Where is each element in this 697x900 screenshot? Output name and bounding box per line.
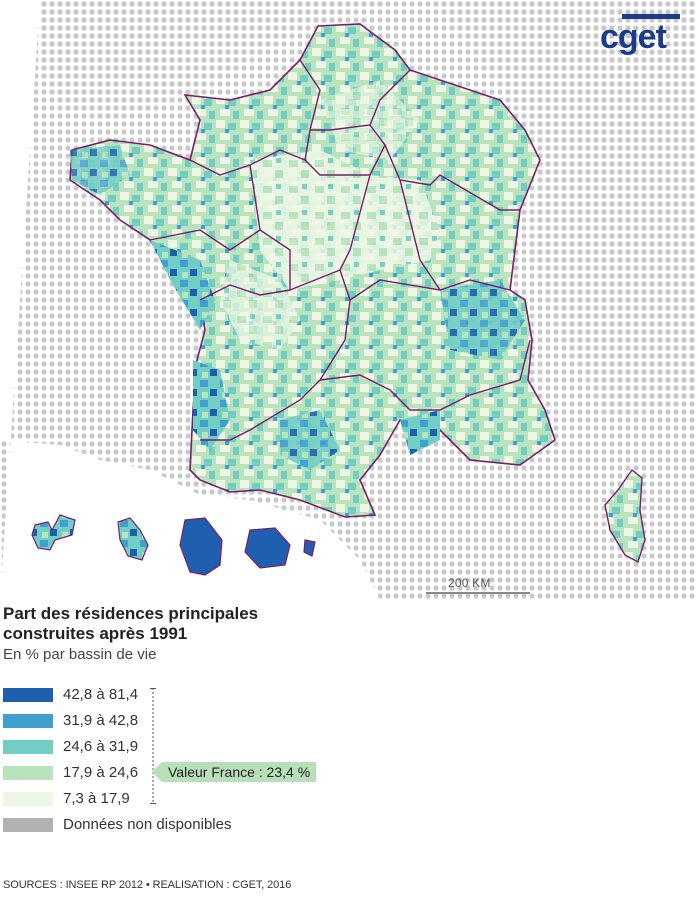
france-value-label: Valeur France : 23,4 %: [162, 762, 317, 782]
overseas-territories: [31, 514, 316, 576]
legend-label: 24,6 à 31,9: [63, 738, 139, 755]
legend-subtitle: En % par bassin de vie: [3, 646, 157, 663]
cget-logo: cget: [600, 14, 684, 56]
scale-label: 200 KM: [448, 576, 491, 590]
choropleth-map: cget 200 KM: [0, 0, 697, 600]
legend-swatch: [3, 792, 53, 806]
legend-label: 42,8 à 81,4: [63, 686, 139, 703]
legend-label: Données non disponibles: [63, 816, 232, 833]
guadeloupe: [31, 514, 76, 551]
corsica: [604, 468, 646, 564]
legend-swatch: [3, 818, 53, 832]
callout-arrow: [152, 762, 162, 782]
mainland-france: [69, 23, 556, 518]
legend-swatch: [3, 714, 53, 728]
legend-swatch: [3, 688, 53, 702]
legend-title: Part des résidences principales construi…: [3, 604, 363, 644]
legend-swatch: [3, 740, 53, 754]
map-canvas: [0, 0, 697, 600]
guyane: [179, 517, 223, 576]
legend-label: 17,9 à 24,6: [63, 764, 139, 781]
legend-label: 31,9 à 42,8: [63, 712, 139, 729]
sources-note: SOURCES : INSEE RP 2012 • REALISATION : …: [3, 879, 292, 891]
legend-title-line2: construites après 1991: [3, 624, 188, 643]
legend-title-line1: Part des résidences principales: [3, 604, 259, 623]
legend-label: 7,3 à 17,9: [63, 790, 130, 807]
legend-bracket: [150, 688, 156, 804]
logo-text: cget: [600, 18, 667, 56]
martinique: [117, 517, 149, 561]
legend-swatch: [3, 766, 53, 780]
reunion: [244, 527, 291, 569]
scale-bar: [426, 592, 530, 594]
mayotte: [303, 539, 316, 557]
logo-bar: [622, 14, 680, 19]
